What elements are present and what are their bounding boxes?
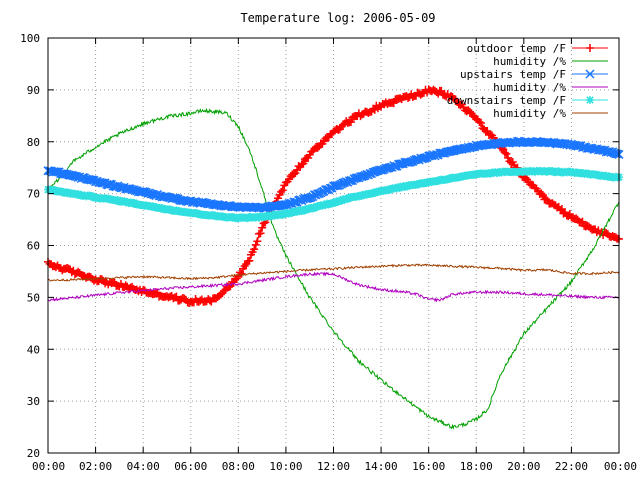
x-tick-label: 16:00 <box>412 460 445 473</box>
series-5 <box>47 263 620 282</box>
y-tick-label: 30 <box>27 395 40 408</box>
y-tick-label: 50 <box>27 291 40 304</box>
legend-label: outdoor temp /F <box>467 42 566 55</box>
legend-marker <box>586 96 594 104</box>
y-tick-label: 20 <box>27 447 40 460</box>
y-tick-label: 100 <box>20 32 40 45</box>
legend-marker <box>585 69 595 79</box>
x-tick-label: 10:00 <box>269 460 302 473</box>
y-tick-label: 40 <box>27 343 40 356</box>
x-tick-label: 12:00 <box>317 460 350 473</box>
legend-label: downstairs temp /F <box>447 94 566 107</box>
series-line <box>47 263 620 282</box>
series-3 <box>47 271 620 303</box>
x-tick-label: 06:00 <box>174 460 207 473</box>
y-tick-label: 80 <box>27 136 40 149</box>
series-1 <box>47 107 620 430</box>
legend-label: humidity /% <box>493 81 566 94</box>
x-tick-label: 04:00 <box>127 460 160 473</box>
x-tick-label: 14:00 <box>365 460 398 473</box>
series-line <box>47 107 620 430</box>
y-tick-label: 90 <box>27 84 40 97</box>
x-tick-label: 00:00 <box>32 460 65 473</box>
legend-marker <box>586 44 594 52</box>
x-tick-label: 00:00 <box>604 460 637 473</box>
x-tick-label: 20:00 <box>507 460 540 473</box>
legend-label: upstairs temp /F <box>460 68 566 81</box>
y-tick-label: 60 <box>27 240 40 253</box>
x-tick-label: 18:00 <box>460 460 493 473</box>
legend-label: humidity /% <box>493 107 566 120</box>
x-tick-label: 08:00 <box>222 460 255 473</box>
axis-layer: 20 30 40 50 60 70 80 90 100 00:00 02:00 04:00 06:00 0… <box>20 32 637 473</box>
legend-label: humidity /% <box>493 55 566 68</box>
chart-title: Temperature log: 2006-05-09 <box>240 11 435 25</box>
series-layer <box>43 85 624 430</box>
y-tick-label: 70 <box>27 188 40 201</box>
series-line <box>47 271 620 303</box>
x-tick-label: 02:00 <box>79 460 112 473</box>
x-tick-label: 22:00 <box>555 460 588 473</box>
